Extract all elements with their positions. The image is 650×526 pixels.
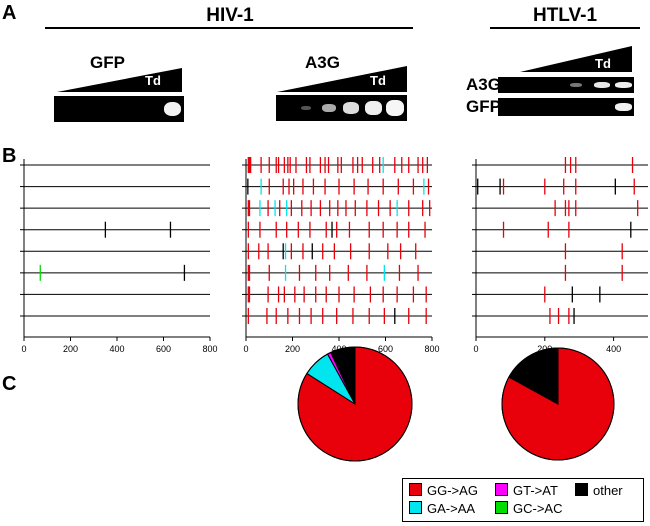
a3g-gradient-wedge xyxy=(277,66,407,92)
gfp-gel xyxy=(54,96,184,122)
x-tick-label: 600 xyxy=(156,344,171,354)
x-tick-label: 200 xyxy=(537,344,552,354)
hiv-title: HIV-1 xyxy=(206,5,254,26)
legend-item-gt-at: GT->AT xyxy=(495,483,558,498)
x-tick-label: 0 xyxy=(473,344,478,354)
gfp-td-label: Td xyxy=(145,73,161,88)
legend-label-gc-ac: GC->AC xyxy=(513,501,563,516)
legend-label-other: other xyxy=(593,483,623,498)
htlv-gradient-wedge xyxy=(520,46,632,72)
x-tick-label: 600 xyxy=(378,344,393,354)
pie-outline xyxy=(297,346,413,462)
x-tick-label: 800 xyxy=(202,344,217,354)
legend-swatch-ga-aa xyxy=(409,501,422,514)
x-tick-label: 0 xyxy=(21,344,26,354)
htlv-td-label: Td xyxy=(595,56,611,71)
a3g-band-4 xyxy=(365,101,382,115)
a3g-band-2 xyxy=(322,104,336,112)
x-tick-label: 400 xyxy=(606,344,621,354)
hiv-underline xyxy=(45,27,413,29)
legend-swatch-gt-at xyxy=(495,483,508,496)
pie-hiv-a3g xyxy=(297,346,413,462)
legend-swatch-other xyxy=(575,483,588,496)
htlv-underline xyxy=(490,27,640,29)
htlv-a3g-band-3 xyxy=(615,82,632,88)
gel-gfp-title: GFP xyxy=(90,53,125,72)
legend-item-gg-ag: GG->AG xyxy=(409,483,478,498)
legend-swatch-gg-ag xyxy=(409,483,422,496)
pie-htlv-a3g xyxy=(501,347,615,461)
panel-label-b: B xyxy=(2,145,17,167)
htlv-gfp-band xyxy=(615,103,632,111)
legend-label-ga-aa: GA->AA xyxy=(427,501,476,516)
legend-label-gg-ag: GG->AG xyxy=(427,483,478,498)
legend-item-ga-aa: GA->AA xyxy=(409,501,475,516)
htlv-a3g-band-2 xyxy=(594,82,610,88)
a3g-band-5 xyxy=(386,100,404,116)
map-htlv-a3g: 0 200 400 xyxy=(472,157,648,354)
legend: GG->AG GT->AT other GA->AA GC->AC xyxy=(402,478,644,522)
x-tick-label: 400 xyxy=(109,344,124,354)
legend-label-gt-at: GT->AT xyxy=(513,483,558,498)
legend-item-other: other xyxy=(575,483,623,498)
a3g-gel xyxy=(276,95,407,121)
map-hiv-gfp: 0 200 400 600 800 xyxy=(20,159,218,354)
htlv-a3g-row-label: A3G xyxy=(466,75,501,94)
a3g-td-label: Td xyxy=(370,73,386,88)
panel-label-c: C xyxy=(2,373,17,395)
htlv-a3g-band-1 xyxy=(570,83,582,87)
x-tick-label: 200 xyxy=(285,344,300,354)
x-tick-label: 0 xyxy=(243,344,248,354)
htlv-gfp-row-label: GFP xyxy=(466,97,501,116)
legend-item-gc-ac: GC->AC xyxy=(495,501,562,516)
legend-swatch-gc-ac xyxy=(495,501,508,514)
a3g-band-1 xyxy=(301,106,311,110)
htlv-title: HTLV-1 xyxy=(532,5,598,26)
gfp-gel-band xyxy=(164,102,181,116)
x-tick-label: 800 xyxy=(424,344,439,354)
a3g-band-3 xyxy=(343,102,359,114)
htlv-gfp-gel xyxy=(498,98,634,116)
gfp-gradient-wedge xyxy=(57,68,182,92)
panel-label-a: A xyxy=(2,2,17,24)
htlv-a3g-gel xyxy=(498,77,634,93)
x-tick-label: 200 xyxy=(63,344,78,354)
pie-outline xyxy=(501,347,615,461)
